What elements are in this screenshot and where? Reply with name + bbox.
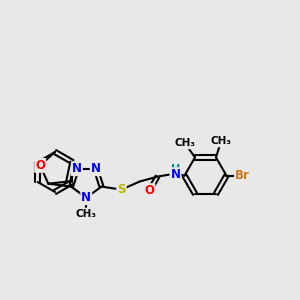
Text: N: N bbox=[91, 162, 101, 175]
Text: N: N bbox=[72, 162, 82, 175]
Text: N: N bbox=[82, 209, 90, 219]
Text: N: N bbox=[170, 168, 181, 181]
Text: O: O bbox=[35, 159, 45, 172]
Text: H: H bbox=[171, 164, 180, 174]
Text: O: O bbox=[145, 184, 154, 197]
Text: Br: Br bbox=[235, 169, 250, 182]
Text: N: N bbox=[81, 191, 91, 204]
Text: CH₃: CH₃ bbox=[76, 209, 97, 219]
Text: S: S bbox=[117, 183, 126, 196]
Text: CH₃: CH₃ bbox=[175, 138, 196, 148]
Text: CH₃: CH₃ bbox=[211, 136, 232, 146]
